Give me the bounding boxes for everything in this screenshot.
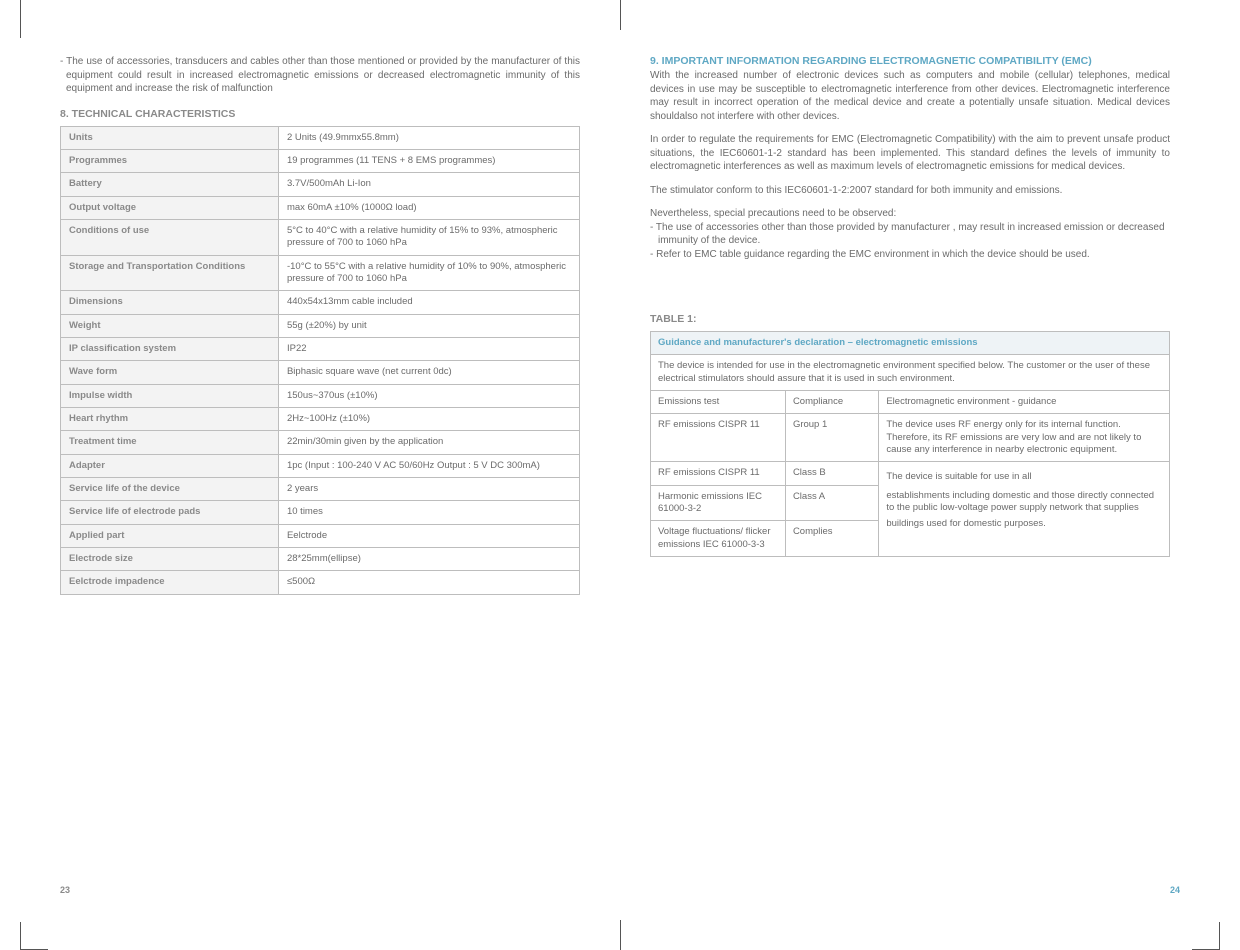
emc-cell: Voltage fluctuations/ flicker emissions … xyxy=(651,521,786,557)
section-8-heading: 8. TECHNICAL CHARACTERISTICS xyxy=(60,108,580,120)
page-number-right: 24 xyxy=(1170,885,1180,895)
emc-cell: The device uses RF energy only for its i… xyxy=(879,414,1170,462)
spec-value: 22min/30min given by the application xyxy=(278,431,579,454)
spec-label: Weight xyxy=(61,314,279,337)
spec-value: 55g (±20%) by unit xyxy=(278,314,579,337)
table-row: Units2 Units (49.9mmx55.8mm) xyxy=(61,126,580,149)
emc-merged-line: buildings used for domestic purposes. xyxy=(886,514,1162,530)
spec-value: 2 Units (49.9mmx55.8mm) xyxy=(278,126,579,149)
table-row: Adapter1pc (Input : 100-240 V AC 50/60Hz… xyxy=(61,454,580,477)
emc-merged-line: The device is suitable for use in all xyxy=(886,467,1162,489)
spec-label: Impulse width xyxy=(61,384,279,407)
table-row: Weight55g (±20%) by unit xyxy=(61,314,580,337)
spec-label: Adapter xyxy=(61,454,279,477)
emc-col-header: Compliance xyxy=(785,391,878,414)
spec-label: Units xyxy=(61,126,279,149)
spec-label: Output voltage xyxy=(61,196,279,219)
spec-label: Storage and Transportation Conditions xyxy=(61,255,279,291)
table-row: Storage and Transportation Conditions-10… xyxy=(61,255,580,291)
emc-paragraph-1: With the increased number of electronic … xyxy=(650,69,1170,123)
spec-value: IP22 xyxy=(278,337,579,360)
spec-value: 150us~370us (±10%) xyxy=(278,384,579,407)
emc-cell: Harmonic emissions IEC 61000-3-2 xyxy=(651,485,786,521)
emc-bullet-2: - Refer to EMC table guidance regarding … xyxy=(650,248,1170,262)
table-row: Dimensions440x54x13mm cable included xyxy=(61,291,580,314)
section-9-heading: 9. IMPORTANT INFORMATION REGARDING ELECT… xyxy=(650,55,1170,67)
emc-col-header: Emissions test xyxy=(651,391,786,414)
spec-label: Programmes xyxy=(61,149,279,172)
spec-label: Service life of electrode pads xyxy=(61,501,279,524)
table-row: Treatment time22min/30min given by the a… xyxy=(61,431,580,454)
spec-label: Service life of the device xyxy=(61,478,279,501)
spec-value: 2 years xyxy=(278,478,579,501)
emc-table-header: Guidance and manufacturer's declaration … xyxy=(651,332,1170,355)
spec-label: Wave form xyxy=(61,361,279,384)
emc-paragraph-3: The stimulator conform to this IEC60601-… xyxy=(650,184,1170,198)
emc-emissions-table: Guidance and manufacturer's declaration … xyxy=(650,331,1170,557)
table-row: Battery3.7V/500mAh Li-Ion xyxy=(61,173,580,196)
technical-characteristics-table: Units2 Units (49.9mmx55.8mm) Programmes1… xyxy=(60,126,580,595)
spec-value: 28*25mm(ellipse) xyxy=(278,548,579,571)
left-page: - The use of accessories, transducers an… xyxy=(60,55,580,595)
emc-cell: Class B xyxy=(785,462,878,485)
spec-label: Battery xyxy=(61,173,279,196)
table-row: Impulse width150us~370us (±10%) xyxy=(61,384,580,407)
emc-cell: RF emissions CISPR 11 xyxy=(651,462,786,485)
emc-bullet-1: - The use of accessories other than thos… xyxy=(650,221,1170,248)
right-page: 9. IMPORTANT INFORMATION REGARDING ELECT… xyxy=(650,55,1170,557)
table-row: Conditions of use5°C to 40°C with a rela… xyxy=(61,219,580,255)
emc-paragraph-4: Nevertheless, special precautions need t… xyxy=(650,207,1170,221)
emc-paragraph-2: In order to regulate the requirements fo… xyxy=(650,133,1170,174)
spec-value: ≤500Ω xyxy=(278,571,579,594)
table-row: Applied partEelctrode xyxy=(61,524,580,547)
table-row: Eelctrode impadence≤500Ω xyxy=(61,571,580,594)
spec-value: Biphasic square wave (net current 0dc) xyxy=(278,361,579,384)
emc-cell: Group 1 xyxy=(785,414,878,462)
spec-value: 440x54x13mm cable included xyxy=(278,291,579,314)
table-row: Service life of the device2 years xyxy=(61,478,580,501)
table-row: Electrode size28*25mm(ellipse) xyxy=(61,548,580,571)
spec-value: 19 programmes (11 TENS + 8 EMS programme… xyxy=(278,149,579,172)
spec-label: Eelctrode impadence xyxy=(61,571,279,594)
spec-label: Heart rhythm xyxy=(61,407,279,430)
spec-label: Treatment time xyxy=(61,431,279,454)
table-row: Service life of electrode pads10 times xyxy=(61,501,580,524)
spec-label: Conditions of use xyxy=(61,219,279,255)
table-row: Programmes19 programmes (11 TENS + 8 EMS… xyxy=(61,149,580,172)
table-row: Wave formBiphasic square wave (net curre… xyxy=(61,361,580,384)
intro-paragraph: - The use of accessories, transducers an… xyxy=(60,55,580,96)
table-row: Output voltagemax 60mA ±10% (1000Ω load) xyxy=(61,196,580,219)
emc-merged-line: establishments including domestic and th… xyxy=(886,490,1162,515)
spec-label: Electrode size xyxy=(61,548,279,571)
emc-cell-merged: The device is suitable for use in all es… xyxy=(879,462,1170,557)
table-1-label: TABLE 1: xyxy=(650,313,1170,325)
spec-value: 2Hz~100Hz (±10%) xyxy=(278,407,579,430)
emc-table-intro: The device is intended for use in the el… xyxy=(651,355,1170,391)
page-number-left: 23 xyxy=(60,885,70,895)
table-row: IP classification systemIP22 xyxy=(61,337,580,360)
emc-cell: Complies xyxy=(785,521,878,557)
emc-cell: RF emissions CISPR 11 xyxy=(651,414,786,462)
spec-value: max 60mA ±10% (1000Ω load) xyxy=(278,196,579,219)
emc-col-header: Electromagnetic environment - guidance xyxy=(879,391,1170,414)
spec-value: Eelctrode xyxy=(278,524,579,547)
spec-value: 10 times xyxy=(278,501,579,524)
spec-value: 1pc (Input : 100-240 V AC 50/60Hz Output… xyxy=(278,454,579,477)
spec-value: 5°C to 40°C with a relative humidity of … xyxy=(278,219,579,255)
spec-value: -10°C to 55°C with a relative humidity o… xyxy=(278,255,579,291)
table-row: Heart rhythm2Hz~100Hz (±10%) xyxy=(61,407,580,430)
spec-label: Dimensions xyxy=(61,291,279,314)
emc-cell: Class A xyxy=(785,485,878,521)
spec-label: Applied part xyxy=(61,524,279,547)
spec-value: 3.7V/500mAh Li-Ion xyxy=(278,173,579,196)
spec-label: IP classification system xyxy=(61,337,279,360)
